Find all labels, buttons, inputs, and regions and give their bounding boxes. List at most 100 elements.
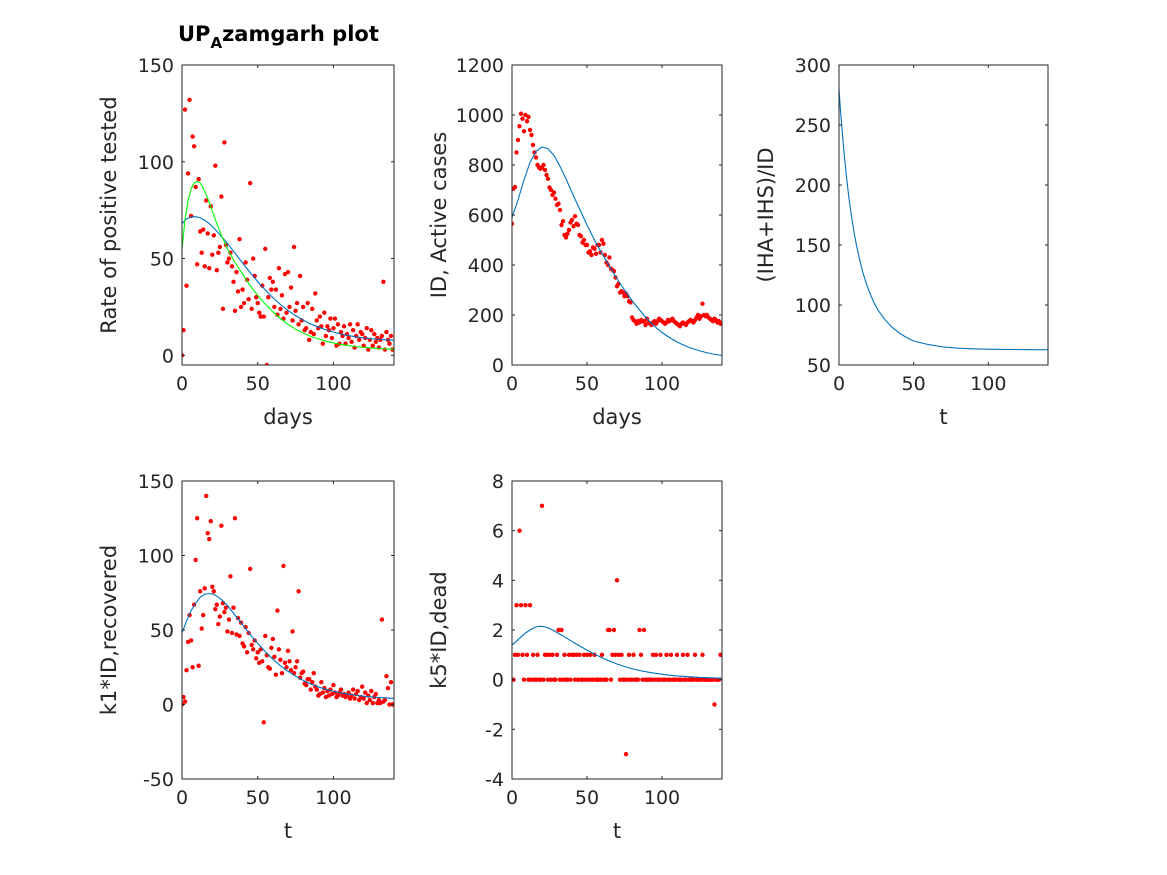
data-point bbox=[290, 318, 295, 323]
x-tick-label: 100 bbox=[315, 787, 351, 809]
data-point bbox=[310, 679, 315, 685]
data-point bbox=[572, 214, 578, 219]
data-point bbox=[518, 602, 524, 608]
data-point bbox=[658, 652, 663, 658]
data-point bbox=[664, 652, 669, 658]
data-point bbox=[205, 530, 210, 536]
data-point bbox=[329, 335, 335, 341]
data-point bbox=[238, 304, 244, 310]
data-point bbox=[366, 347, 371, 352]
data-point bbox=[530, 142, 536, 148]
data-point bbox=[229, 264, 235, 269]
data-point bbox=[216, 621, 221, 627]
data-point bbox=[293, 308, 298, 314]
axes-box bbox=[511, 480, 723, 780]
data-point bbox=[680, 652, 686, 658]
title-rest: zamgarh plot bbox=[222, 22, 379, 46]
data-point bbox=[562, 652, 567, 658]
data-point bbox=[523, 602, 528, 608]
data-point bbox=[269, 287, 274, 292]
data-point bbox=[278, 657, 283, 662]
data-point bbox=[288, 285, 294, 290]
data-point bbox=[539, 503, 545, 509]
data-point bbox=[328, 316, 333, 321]
data-point bbox=[220, 306, 226, 312]
series-line-1 bbox=[512, 146, 722, 357]
y-axis-label: (IHA+IHS)/ID bbox=[754, 147, 778, 282]
subplot-dead: 0 50 100 -4 -2 0 2 4 6 8 t k5*ID,dead bbox=[427, 471, 723, 843]
data-point bbox=[685, 652, 690, 658]
data-point bbox=[285, 648, 291, 654]
data-point bbox=[692, 652, 698, 658]
data-point bbox=[282, 660, 288, 665]
data-point bbox=[207, 536, 212, 542]
data-point bbox=[250, 647, 256, 652]
data-point bbox=[250, 256, 256, 261]
data-point bbox=[535, 652, 540, 658]
data-point bbox=[196, 663, 201, 668]
data-point bbox=[360, 684, 365, 689]
data-point bbox=[190, 665, 195, 670]
data-point bbox=[193, 184, 198, 190]
data-point bbox=[278, 306, 283, 312]
data-point bbox=[199, 250, 204, 255]
data-point bbox=[360, 331, 365, 337]
data-point bbox=[363, 690, 368, 695]
data-point bbox=[607, 627, 612, 633]
data-point bbox=[524, 652, 530, 658]
data-point bbox=[213, 163, 218, 168]
x-tick-label: 50 bbox=[246, 787, 270, 809]
data-point bbox=[637, 627, 642, 633]
y-tick-label: 50 bbox=[807, 355, 831, 377]
x-tick-label: 0 bbox=[833, 373, 845, 395]
data-point bbox=[314, 318, 319, 323]
x-tick-label: 100 bbox=[644, 787, 680, 809]
data-point bbox=[297, 273, 303, 279]
data-point bbox=[237, 633, 242, 639]
data-point bbox=[290, 629, 295, 634]
y-tick-label: 150 bbox=[138, 471, 174, 493]
axes-box bbox=[181, 64, 395, 366]
data-point bbox=[263, 246, 268, 252]
data-point bbox=[593, 251, 599, 256]
data-point bbox=[553, 677, 558, 682]
data-point bbox=[638, 652, 644, 658]
data-point bbox=[217, 614, 223, 619]
data-point bbox=[372, 331, 377, 337]
title-subscript: A bbox=[210, 34, 222, 52]
data-point bbox=[515, 137, 521, 143]
data-point bbox=[700, 652, 705, 658]
data-point bbox=[322, 310, 327, 315]
data-point bbox=[300, 304, 306, 310]
data-point bbox=[211, 589, 216, 594]
data-point bbox=[264, 362, 269, 365]
data-point bbox=[554, 652, 560, 658]
data-point bbox=[382, 347, 388, 352]
data-point bbox=[261, 314, 266, 319]
data-point bbox=[548, 187, 554, 193]
data-point bbox=[349, 339, 354, 344]
data-point bbox=[527, 602, 533, 608]
data-point bbox=[541, 162, 546, 168]
data-point bbox=[553, 196, 558, 201]
data-point bbox=[517, 124, 522, 129]
data-point bbox=[294, 300, 300, 306]
data-point bbox=[601, 241, 606, 246]
data-point bbox=[369, 327, 374, 333]
data-point bbox=[524, 119, 530, 124]
data-point bbox=[577, 652, 582, 658]
data-point bbox=[313, 291, 318, 296]
data-point bbox=[222, 609, 227, 615]
data-point bbox=[346, 335, 351, 341]
data-point bbox=[325, 324, 330, 329]
data-point bbox=[190, 134, 195, 139]
data-point bbox=[208, 519, 213, 524]
data-point bbox=[241, 300, 247, 306]
data-point bbox=[267, 666, 273, 671]
data-point bbox=[246, 296, 251, 302]
data-point bbox=[276, 647, 282, 652]
data-point bbox=[223, 605, 229, 610]
data-point bbox=[653, 652, 659, 658]
data-point bbox=[332, 316, 338, 321]
data-point bbox=[254, 295, 259, 300]
